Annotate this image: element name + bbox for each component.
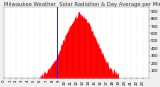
Text: Milwaukee Weather  Solar Radiation & Day Average per Minute W/m2 (Today): Milwaukee Weather Solar Radiation & Day … — [4, 2, 160, 7]
